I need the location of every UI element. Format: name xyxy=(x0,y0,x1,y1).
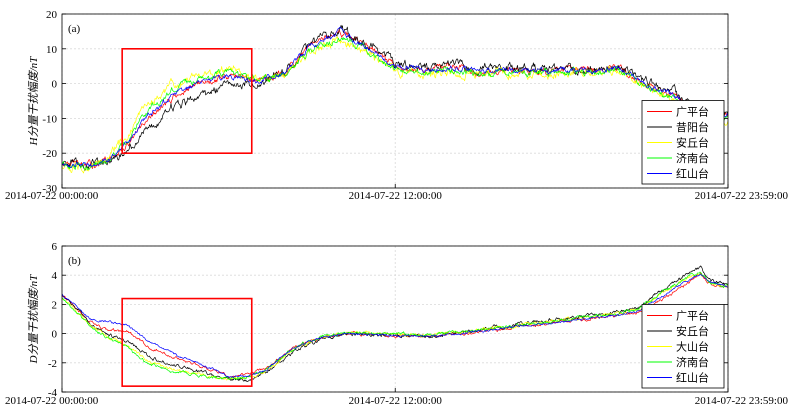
axes-frame xyxy=(61,13,729,189)
highlight-box xyxy=(121,47,253,155)
series-line xyxy=(62,37,728,171)
y-tick-label: -20 xyxy=(42,148,57,160)
series-line xyxy=(62,29,728,169)
legend-label: 昔阳台 xyxy=(676,120,709,134)
legend-label: 红山台 xyxy=(676,167,709,181)
y-tick-label: 10 xyxy=(46,44,58,56)
legend-label: 济南台 xyxy=(676,355,709,369)
y-tick-label: -4 xyxy=(48,387,58,399)
panel-b: -4 -2 0 2 4 6 2014-07-22 00:00:00 2014-07-22 12… xyxy=(5,241,788,407)
plot-area xyxy=(62,24,728,174)
y-tick-label: 6 xyxy=(52,241,58,253)
series-line xyxy=(62,272,728,379)
series-line xyxy=(62,26,728,168)
y-tick-label: 20 xyxy=(46,9,58,21)
y-tick-label: 0 xyxy=(52,329,58,341)
y-tick-label: -10 xyxy=(42,113,57,125)
y-tick-label: 4 xyxy=(52,270,58,282)
panel-label: (b) xyxy=(68,255,81,267)
panel-label: (a) xyxy=(68,23,81,35)
y-tick-label: -2 xyxy=(48,358,57,370)
highlight-box xyxy=(121,297,253,387)
x-tick-label: 2014-07-22 23:59:00 xyxy=(695,395,789,407)
y-tick-label: 2 xyxy=(52,299,58,311)
legend-label: 广平台 xyxy=(676,309,709,323)
y-axis-label: D分量干扰幅度/nT xyxy=(27,274,40,364)
x-tick-label: 2014-07-22 12:00:00 xyxy=(349,190,443,202)
x-tick-label: 2014-07-22 23:59:00 xyxy=(695,190,789,202)
x-tick-label: 2014-07-22 00:00:00 xyxy=(5,190,99,202)
series-line xyxy=(62,273,728,378)
x-tick-label: 2014-07-22 00:00:00 xyxy=(5,395,99,407)
legend-label: 红山台 xyxy=(676,371,709,385)
plot-area xyxy=(62,265,728,382)
legend-label: 安丘台 xyxy=(676,324,709,338)
y-axis-label: H分量干扰幅度/nT xyxy=(27,56,40,146)
y-tick-label: 0 xyxy=(52,79,58,91)
x-tick-label: 2014-07-22 12:00:00 xyxy=(349,395,443,407)
legend-label: 大山台 xyxy=(676,340,709,354)
series-line xyxy=(62,36,728,174)
legend-label: 广平台 xyxy=(676,105,709,119)
panel-a: -30 -20 -10 0 10 20 2014-07-22 00:00:00 2014-07… xyxy=(5,9,788,202)
legend-label: 济南台 xyxy=(676,151,709,165)
y-tick-label: -30 xyxy=(42,183,57,195)
legend-label: 安丘台 xyxy=(676,136,709,150)
